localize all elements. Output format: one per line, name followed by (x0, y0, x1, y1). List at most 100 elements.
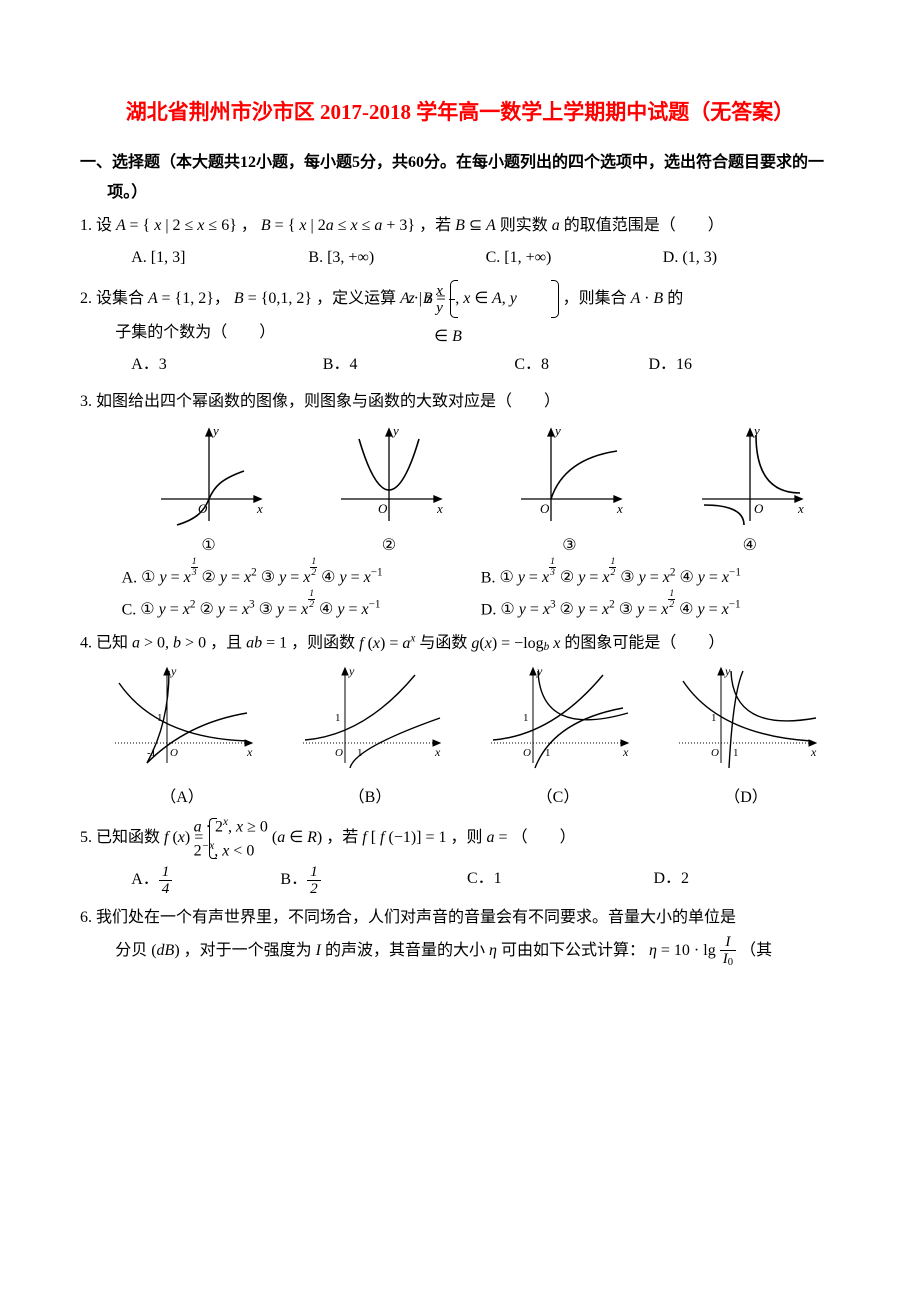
q1-optB: B. [3, +∞) (308, 243, 485, 273)
q1-t1: 1. 设 (80, 217, 116, 234)
svg-text:x: x (622, 745, 629, 759)
q2-setdef: z | z = xy, x ∈ A, y ∈ B (450, 280, 559, 318)
q4-graph-B: y x O 1 1 （B） (295, 663, 445, 813)
exam-title: 湖北省荆州市沙市区 2017-2018 学年高一数学上学期期中试题（无答案） (80, 90, 840, 134)
svg-text:1: 1 (545, 747, 551, 759)
q4-p5: 的图象可能是（ ） (564, 635, 724, 652)
svg-text:y: y (170, 664, 177, 678)
q4-c1: a > 0, b > 0 (132, 635, 206, 652)
q1-optA: A. [1, 3] (131, 243, 308, 273)
svg-text:x: x (434, 745, 441, 759)
q1-setA: A = { x | 2 ≤ x ≤ 6} (116, 217, 237, 234)
q4-f: f (x) = ax (359, 635, 415, 652)
q5-An: 1 (159, 864, 173, 881)
svg-text:O: O (754, 501, 764, 516)
q1-tail: 则实数 a 的取值范围是（ ） (500, 217, 724, 234)
q6-I: I (316, 942, 321, 959)
svg-text:y: y (536, 664, 543, 678)
section-1-heading: 一、选择题（本大题共12小题，每小题5分，共60分。在每小题列出的四个选项中，选… (80, 148, 840, 209)
q4-glabelA: （A） (107, 783, 257, 813)
svg-text:-1: -1 (147, 747, 156, 759)
q2-optA: A．3 (131, 350, 323, 380)
q1-mid: ，若 (419, 217, 455, 234)
q5-optC: C．1 (467, 864, 654, 897)
svg-text:O: O (711, 747, 719, 759)
svg-text:y: y (724, 664, 731, 678)
q3-graph-3: y x O ③ (509, 421, 629, 561)
svg-text:O: O (198, 501, 208, 516)
q4-glabelB: （B） (295, 783, 445, 813)
q6-l2e: （其 (740, 942, 772, 959)
q6-l2c: 的声波，其音量的大小 (325, 942, 489, 959)
q4-graph-C: y x O 1 1 （C） (483, 663, 633, 813)
q3-glabel-4: ④ (743, 531, 757, 561)
q1-c1: ， (241, 217, 257, 234)
q4-p4: 与函数 (419, 635, 471, 652)
page: 湖北省荆州市沙市区 2017-2018 学年高一数学上学期期中试题（无答案） 一… (0, 0, 920, 1302)
q2-stem: 2. 设集合 A = {1, 2}， B = {0,1, 2} ，定义运算 A … (80, 280, 840, 318)
svg-text:1: 1 (733, 747, 739, 759)
svg-text:1: 1 (357, 747, 363, 759)
q6-l2d: 可由如下公式计算： (501, 942, 645, 959)
q1-stem: 1. 设 A = { x | 2 ≤ x ≤ 6} ， B = { x | 2a… (80, 211, 840, 241)
q2-optC: C．8 (514, 350, 648, 380)
svg-text:1: 1 (523, 712, 529, 724)
svg-text:x: x (436, 501, 443, 516)
q5-optA: A．14 (131, 864, 280, 897)
q6-formula: η = 10 · lg II0 (649, 942, 736, 959)
q4-glabelC: （C） (483, 783, 633, 813)
q5-cond: f [ f (−1)] = 1 (362, 829, 446, 846)
svg-text:y: y (391, 423, 399, 438)
svg-text:O: O (378, 501, 388, 516)
q3-graph-1: y x O ① (149, 421, 269, 561)
q3-glabel-2: ② (382, 531, 396, 561)
svg-text:y: y (553, 423, 561, 438)
q4-glabelD: （D） (671, 783, 821, 813)
svg-text:O: O (170, 747, 178, 759)
q6-line2: 分贝 (dB) ，对于一个强度为 I 的声波，其音量的大小 η 可由如下公式计算… (80, 933, 840, 970)
q2-c2: ，定义运算 (316, 290, 400, 307)
q6-l2b: ，对于一个强度为 (184, 942, 316, 959)
q5-options: A．14 B．12 C．1 D．2 (80, 864, 840, 897)
q6-eta: η (489, 942, 497, 959)
q5-Bd: 2 (307, 881, 321, 897)
q1-options: A. [1, 3] B. [3, +∞) C. [1, +∞) D. (1, 3… (80, 243, 840, 273)
q5-mid: ，若 (326, 829, 362, 846)
q4-g: g(x) = −logb x (471, 635, 560, 652)
q5-c2: ，则 (451, 829, 487, 846)
q2-tail: 的 (667, 290, 683, 307)
svg-text:O: O (523, 747, 531, 759)
svg-text:x: x (256, 501, 263, 516)
q1-setB: B = { x | 2a ≤ x ≤ a + 3} (261, 217, 415, 234)
q5-Ad: 4 (159, 881, 173, 897)
q3-glabel-1: ① (201, 531, 215, 561)
svg-text:O: O (335, 747, 343, 759)
q5-Bl: B． (280, 871, 307, 888)
q5-optB: B．12 (280, 864, 467, 897)
q2-setB: B = {0,1, 2} (234, 290, 312, 307)
q4-p1: 4. 已知 (80, 635, 132, 652)
q5-Bn: 1 (307, 864, 321, 881)
q1-cond: B ⊆ A (455, 217, 496, 234)
svg-text:x: x (810, 745, 817, 759)
q5-paren: (a ∈ R) (272, 829, 322, 846)
svg-text:y: y (752, 423, 760, 438)
q3-optB: B. ① y = x13 ② y = x12 ③ y = x2 ④ y = x−… (481, 562, 840, 594)
svg-text:y: y (211, 423, 219, 438)
q5-a: 5. 已知函数 (80, 829, 164, 846)
q3-optA: A. ① y = x13 ② y = x2 ③ y = x12 ④ y = x−… (122, 562, 481, 594)
q1-optC: C. [1, +∞) (486, 243, 663, 273)
q2-setA: A = {1, 2} (148, 290, 214, 307)
q5-ask: a = (487, 829, 508, 846)
q3-graph-4: y x O ④ (690, 421, 810, 561)
q5-piecewise: a · 2x, x ≥ 0 2−x, x < 0 (207, 815, 268, 861)
svg-text:1: 1 (157, 712, 163, 724)
svg-text:y: y (348, 664, 355, 678)
q2-optD: D．16 (648, 350, 840, 380)
q2-a: 2. 设集合 (80, 290, 148, 307)
q3-stem: 3. 如图给出四个幂函数的图像，则图象与函数的大致对应是（ ） (80, 387, 840, 417)
q3-optC: C. ① y = x2 ② y = x3 ③ y = x12 ④ y = x−1 (122, 594, 481, 626)
q3-optD: D. ① y = x3 ② y = x2 ③ y = x12 ④ y = x−1 (481, 594, 840, 626)
q1-optD: D. (1, 3) (663, 243, 840, 273)
q4-p2: ，且 (210, 635, 246, 652)
